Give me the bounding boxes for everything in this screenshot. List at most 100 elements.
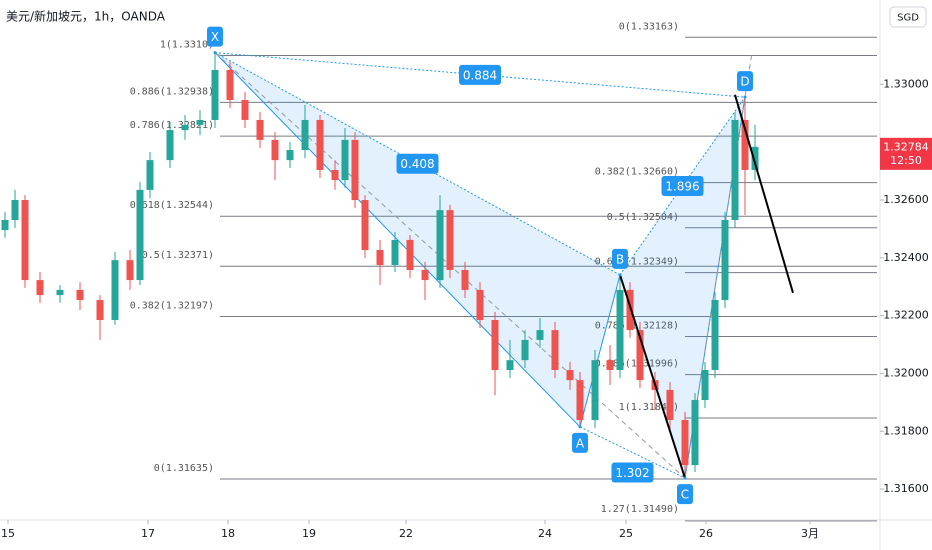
pattern-point [618,273,622,277]
fib-level-label: 0(1.31635) [154,463,214,474]
candle-body [741,119,749,170]
candle-body [36,280,44,296]
candle-body [751,146,759,170]
candle-body [666,389,674,420]
candle-body [96,300,104,320]
candle-body [256,119,264,140]
pattern-point-label: X [211,30,219,44]
pattern-ratio: 1.896 [665,180,699,194]
y-tick-label: 1.32600 [883,193,929,206]
fib-level-label: 0.5(1.32504) [607,212,679,223]
pattern-point-label: C [681,488,689,502]
candle-body [331,169,339,181]
pattern-leg [214,52,581,428]
candle-body [1,219,9,231]
y-tick-label: 1.32400 [883,251,929,264]
candle-body [181,124,189,131]
pattern-point-label-box [677,484,693,505]
pattern-ratio-line [579,426,686,479]
fib-level-label: 0(1.33163) [619,21,679,32]
candle-body [476,289,484,320]
fib-level-label: 0.886(1.32938) [130,86,214,97]
pattern-ratio: 1.302 [615,466,649,480]
x-tick-label: 18 [221,527,235,540]
last-price-box [880,137,932,170]
countdown-label: 12:50 [890,154,922,167]
candle-body [506,360,514,370]
y-tick-label: 1.32000 [883,366,929,379]
pattern-point-label-box [612,248,628,269]
pattern-point-label: B [616,252,624,266]
candle-body [701,369,709,401]
fib-level-label: 0.382(1.32197) [130,301,214,312]
currency-button[interactable] [889,6,927,28]
y-tick-label: 1.32200 [883,309,929,322]
candle-body [361,200,369,251]
candle-body [731,119,739,220]
fib-level-label: 1(1.31846) [619,402,679,413]
candle-body [626,289,634,331]
candle-body [461,269,469,290]
x-tick-label: 25 [619,527,633,540]
candle-body [551,330,559,370]
candle-body [196,119,204,125]
candle-body [11,200,19,220]
candle-body [606,360,614,370]
x-tick-label: 26 [699,527,713,540]
pattern-ratio-line [214,52,621,276]
candle-body [616,289,624,370]
fib-level-label: 0.382(1.32660) [595,167,679,178]
fib-level-label: 0.618(1.32544) [130,200,214,211]
candle-body [436,210,444,281]
candle-body [721,219,729,301]
candle-body [301,119,309,151]
fib-level-label: 0.786(1.32821) [130,120,214,131]
candle-body [711,300,719,370]
candle-body [351,139,359,201]
candle-body [316,119,324,170]
candle-body [376,250,384,266]
last-price-label: 1.32784 [883,140,929,153]
candle-body [491,319,499,370]
pattern-point [213,51,217,55]
candle-body [241,100,249,120]
x-tick-label: 22 [399,527,413,540]
fib-level-label: 1.27(1.31490) [601,504,679,515]
fib-level-label: 0.5(1.32371) [142,250,214,261]
candle-body [636,330,644,381]
candle-body [21,200,29,281]
candle-body [111,260,119,320]
pattern-fill-xab [215,52,620,427]
y-tick-label: 1.31800 [883,424,929,437]
candle-body [406,239,414,270]
candle-body [421,269,429,281]
pattern-point-label: A [576,436,585,450]
y-tick-label: 1.33000 [883,77,929,90]
candle-body [286,150,294,161]
y-tick-label: 1.31600 [883,482,929,495]
pattern-point [683,476,687,480]
pattern-ratio-box [396,153,439,174]
pattern-ratio: 0.408 [400,157,434,171]
pattern-point-label-box [737,71,753,92]
pattern-point-label-box [207,26,223,47]
candle-body [566,369,574,381]
pattern-fill-bcd [620,97,745,479]
candle-body [681,419,689,466]
candle-body [136,189,144,281]
candle-body [76,289,84,301]
chart-title: 美元/新加坡元，1h，OANDA [6,9,166,24]
pattern-point-label: D [740,75,749,89]
candle-body [211,69,219,120]
pattern-ratio-box [611,462,654,483]
currency-label[interactable]: SGD [897,13,919,24]
pattern-ratio-box [459,64,501,85]
pattern-point [578,425,582,429]
candle-body [56,289,64,296]
projection-line [734,94,794,294]
candle-body [391,239,399,266]
x-tick-label: 17 [141,527,155,540]
candle-body [166,130,174,161]
x-tick-label: 24 [538,527,552,540]
